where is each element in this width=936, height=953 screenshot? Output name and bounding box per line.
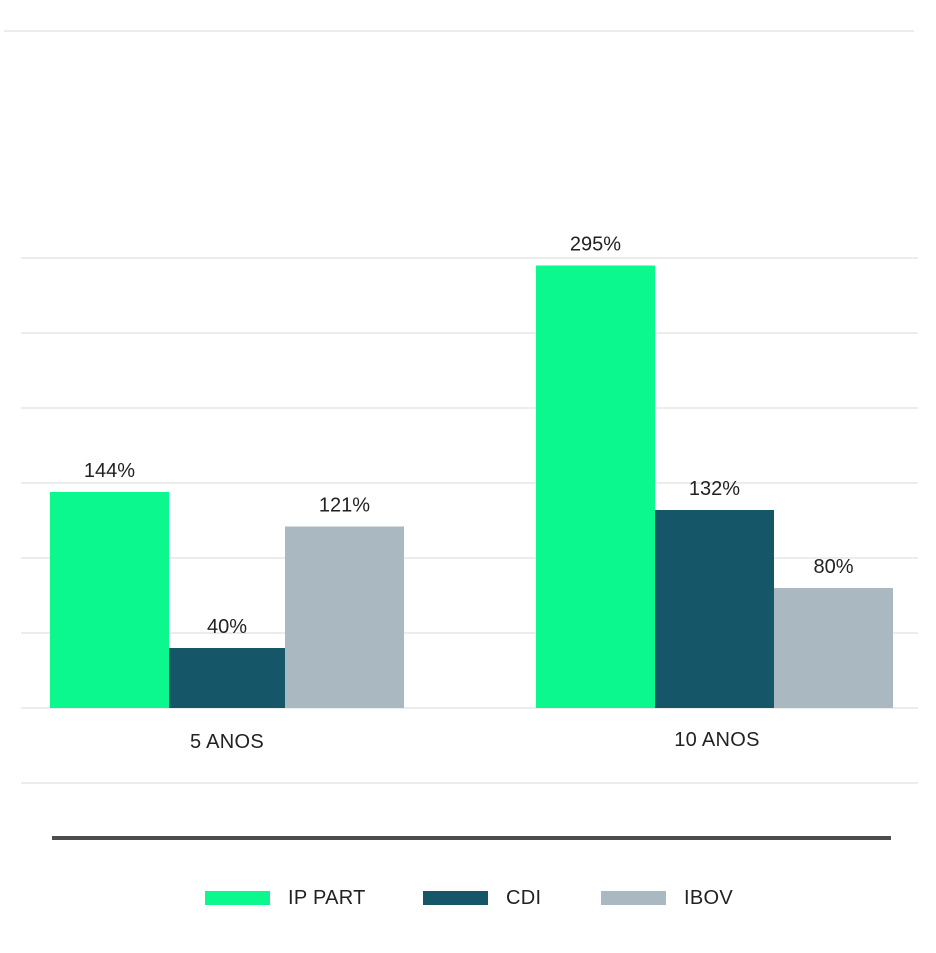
legend-swatch-ip-part bbox=[205, 891, 270, 905]
legend-separator bbox=[52, 836, 891, 840]
legend-item-cdi: CDI bbox=[423, 878, 541, 918]
category-labels: 5 ANOS 10 ANOS bbox=[190, 729, 759, 753]
legend-item-ibov: IBOV bbox=[601, 878, 733, 918]
bar-value-label: 121% bbox=[319, 495, 370, 517]
bar-ibov-2 bbox=[774, 588, 893, 708]
bar-value-label: 80% bbox=[813, 556, 853, 578]
legend-swatch-cdi bbox=[423, 891, 488, 905]
bar-value-label: 295% bbox=[570, 234, 621, 256]
category-label: 10 ANOS bbox=[674, 729, 759, 751]
category-label: 5 ANOS bbox=[190, 731, 264, 753]
bar-cdi-1 bbox=[169, 648, 285, 708]
bar-ip-part-2 bbox=[536, 265, 655, 708]
legend-label-cdi: CDI bbox=[506, 886, 542, 909]
bar-chart-plot: 144% 40% 121% 295% 132% 80% 5 ANOS 10 ANOS bbox=[4, 30, 918, 784]
bar-ip-part-1 bbox=[50, 492, 169, 708]
bar-cdi-2 bbox=[655, 510, 774, 708]
legend-item-ip-part: IP PART bbox=[205, 878, 366, 918]
legend: IP PART CDI IBOV bbox=[0, 878, 936, 918]
bar-ibov-1 bbox=[285, 526, 404, 708]
bar-value-label: 40% bbox=[207, 616, 247, 638]
bar-value-label: 132% bbox=[689, 478, 740, 500]
legend-label-ip-part: IP PART bbox=[288, 886, 366, 909]
legend-swatch-ibov bbox=[601, 891, 666, 905]
bar-value-label: 144% bbox=[84, 460, 135, 482]
legend-label-ibov: IBOV bbox=[684, 886, 733, 909]
bars bbox=[50, 265, 893, 708]
bar-value-labels: 144% 40% 121% 295% 132% 80% bbox=[84, 234, 854, 639]
